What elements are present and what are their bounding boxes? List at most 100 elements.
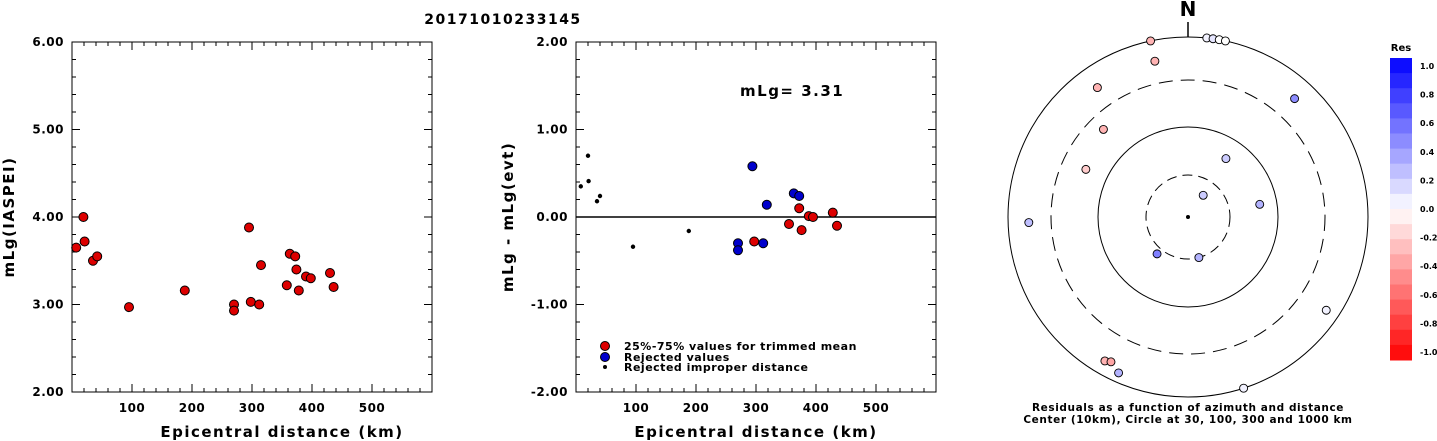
panel1-xlabel: Epicentral distance (km) (160, 423, 403, 441)
legend-label-rejected: Rejected values (624, 351, 730, 364)
rejected-point (758, 238, 769, 249)
station-magnitude-point (92, 251, 103, 262)
legend-marker-rejected (600, 352, 610, 362)
colorbar-cell (1390, 209, 1412, 225)
colorbar-tick-label: 0.2 (1420, 176, 1434, 185)
circle-30km (1145, 174, 1231, 260)
station-magnitude-point (78, 212, 89, 222)
colorbar-cell (1390, 224, 1412, 240)
colorbar-cell (1390, 133, 1412, 150)
station-magnitude-point (281, 280, 292, 291)
station-magnitude-point (291, 264, 302, 275)
trimmed-mean-point (749, 236, 760, 247)
azimuth-residual-point (1220, 36, 1230, 46)
azimuth-residual-panel: N Residuals as a function of azimuth and… (1007, 0, 1369, 426)
panel2-ytick-label: 1.00 (536, 123, 568, 137)
polar-caption-line1: Residuals as a function of azimuth and d… (1032, 402, 1344, 414)
improper-distance-point (597, 193, 603, 199)
improper-distance-point (594, 199, 600, 204)
colorbar-title: Res (1391, 43, 1411, 54)
north-label: N (1180, 0, 1197, 21)
panel1-xtick-label: 500 (359, 401, 386, 415)
azimuth-residual-point (1198, 190, 1208, 200)
colorbar-cell (1390, 269, 1412, 285)
panel1-xtick-label: 200 (179, 401, 206, 415)
panel2-ytick-label: -2.00 (531, 385, 568, 399)
polar-caption-line2: Center (10km), Circle at 30, 100, 300 an… (1023, 414, 1352, 426)
rejected-point (794, 191, 805, 201)
panel2-frame (575, 41, 937, 393)
colorbar-cell (1390, 254, 1412, 270)
circle-300km (1050, 79, 1326, 355)
legend-label-trimmed: 25%-75% values for trimmed mean (624, 340, 857, 353)
station-magnitude-point (305, 273, 316, 284)
figure-title: 20171010233145 (424, 12, 581, 28)
trimmed-mean-point (808, 212, 818, 222)
legend-marker-improper (603, 365, 607, 369)
station-magnitude-point (293, 285, 304, 296)
rejected-point (761, 199, 772, 210)
colorbar-tick-label: -1.0 (1420, 348, 1437, 357)
colorbar-tick-label: 0.8 (1420, 91, 1435, 100)
residual-colorbar: Res 1.0 0.8 0.6 0.4 0.2 0.0 -0.2 -0.4 -0.6 -0.8 -1… (1390, 43, 1437, 361)
azimuth-residual-point (1321, 305, 1331, 315)
trimmed-mean-point (832, 220, 842, 231)
colorbar-tick-label: -0.6 (1420, 291, 1437, 300)
improper-distance-point (686, 228, 691, 234)
epicenter-marker (1186, 215, 1190, 219)
colorbar-cell (1390, 118, 1412, 134)
azimuth-residual-point (1150, 56, 1160, 66)
panel1-ytick-label: 4.00 (32, 210, 64, 224)
colorbar-cell (1390, 314, 1412, 331)
azimuth-residual-point (1106, 357, 1116, 367)
azimuth-residual-point (1239, 383, 1249, 393)
legend: 25%-75% values for trimmed mean Rejected… (600, 340, 857, 374)
station-magnitude-point (244, 222, 254, 233)
panel2-ylabel: mLg - mLg(evt) (499, 142, 517, 292)
trimmed-mean-point (794, 203, 805, 214)
azimuth-residual-point (1114, 368, 1124, 378)
azimuth-residual-point (1152, 249, 1162, 259)
improper-distance-point (585, 153, 591, 158)
improper-distance-point (578, 184, 583, 189)
colorbar-tick-label: -0.8 (1420, 319, 1437, 328)
colorbar-tick-label: 0.0 (1420, 205, 1435, 214)
panel1-ytick-label: 6.00 (32, 35, 64, 49)
colorbar-tick-label: 0.6 (1420, 119, 1435, 128)
azimuth-residual-point (1221, 154, 1231, 164)
panel1-ytick-label: 2.00 (32, 385, 64, 399)
azimuth-residual-point (1290, 94, 1300, 104)
legend-marker-trimmed (600, 341, 610, 351)
panel2-ytick-label: 0.00 (536, 210, 568, 224)
station-magnitude-point (124, 302, 134, 313)
station-magnitude-point (328, 282, 339, 292)
panel1-ytick-label: 3.00 (32, 298, 64, 312)
station-magnitude-point (290, 251, 301, 262)
circle-100km (1097, 126, 1279, 308)
station-magnitude-point (254, 299, 265, 310)
colorbar-cell (1390, 88, 1412, 104)
improper-distance-point (630, 244, 636, 249)
panel1-ytick-label: 5.00 (32, 123, 64, 137)
azimuth-residual-point (1024, 218, 1034, 228)
panel2-xtick-label: 100 (623, 401, 650, 415)
colorbar-tick-label: 1.0 (1420, 62, 1435, 71)
panel1-xtick-label: 300 (239, 401, 266, 415)
azimuth-residual-point (1092, 83, 1102, 93)
colorbar-cell (1390, 193, 1412, 210)
panel2-xtick-label: 200 (683, 401, 710, 415)
panel1-frame (71, 41, 433, 393)
azimuth-residual-point (1081, 164, 1091, 174)
colorbar-cell (1390, 344, 1412, 361)
colorbar-cell (1390, 73, 1412, 89)
colorbar-cell (1390, 163, 1412, 180)
colorbar-cell (1390, 284, 1412, 301)
panel1-ylabel: mLg(IASPEI) (0, 157, 18, 278)
circle-1000km (1007, 36, 1369, 398)
improper-distance-point (586, 178, 591, 184)
legend-label-improper: Rejected improper distance (624, 361, 808, 374)
station-magnitude-point (245, 296, 256, 307)
panel1-xtick-label: 400 (299, 401, 326, 415)
panel2-xtick-label: 300 (743, 401, 770, 415)
mean-magnitude-annotation: mLg= 3.31 (740, 82, 844, 100)
